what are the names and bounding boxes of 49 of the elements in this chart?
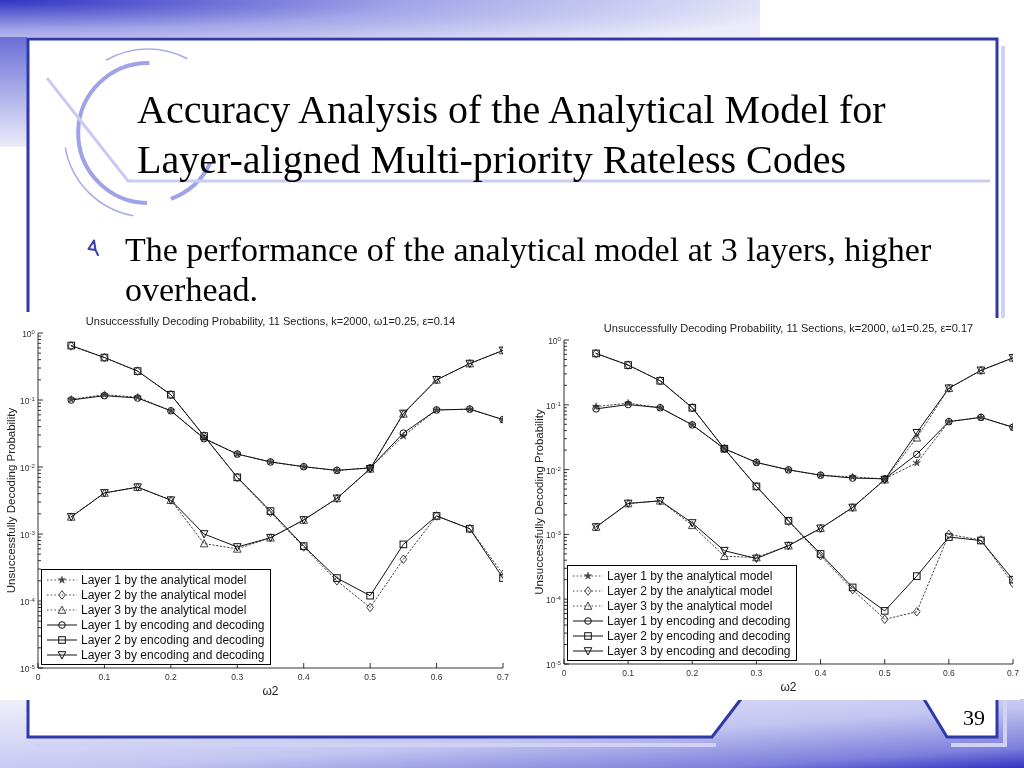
y-axis-title: Unsuccessfully Decoding Probability — [5, 407, 17, 594]
y-tick-label: 10$^{-1}$ — [20, 394, 36, 406]
x-axis-title: ω2 — [262, 684, 279, 698]
x-tick-label: 0.7 — [1007, 668, 1020, 678]
x-tick-label: 0.2 — [686, 668, 699, 678]
text: Accuracy Analysis of the Analytical Model for Layer-aligned Multi-priority Rateless Codes — [137, 86, 887, 184]
x-tick-label: 0.6 — [430, 672, 443, 682]
y-tick-label: 10$^{-2}$ — [20, 461, 36, 473]
x-tick-label: 0.1 — [98, 672, 111, 682]
y-tick-label: 10$^{-4}$ — [20, 595, 36, 607]
x-tick-label: 0.5 — [878, 668, 891, 678]
x-tick-label: 0.4 — [814, 668, 827, 678]
x-tick-label: 0.7 — [497, 672, 510, 682]
legend-label: Layer 1 by the analytical model — [81, 572, 247, 587]
y-tick-label: 10$^{-3}$ — [20, 528, 36, 540]
x-axis-title: ω2 — [780, 680, 797, 694]
legend-label: Layer 3 by the analytical model — [607, 598, 773, 613]
text: 39 — [962, 705, 986, 731]
y-tick-label: 10$^{-4}$ — [546, 593, 562, 606]
x-tick-label: 0.3 — [231, 672, 244, 682]
y-tick-label: 10$^{0}$ — [548, 334, 562, 346]
legend-label: Layer 2 by encoding and decoding — [607, 628, 791, 643]
y-tick-label: 10$^{-5}$ — [20, 662, 36, 674]
chart-title: Unsuccessfully Decoding Probability, 11 Sections, k=2000, ω1=0.25, ε=0.14 — [84, 314, 457, 328]
x-tick-label: 0.6 — [942, 668, 956, 678]
x-tick-label: 0 — [561, 668, 567, 678]
x-tick-label: 0.5 — [364, 672, 377, 682]
legend-label: Layer 3 by encoding and decoding — [81, 647, 265, 662]
y-tick-label: 10$^{-2}$ — [546, 464, 562, 476]
chart-title: Unsuccessfully Decoding Probability, 11 Sections, k=2000, ω1=0.25, ε=0.17 — [602, 321, 975, 335]
legend-label: Layer 3 by encoding and decoding — [607, 643, 791, 658]
legend-label: Layer 2 by encoding and decoding — [81, 632, 265, 647]
x-tick-label: 0.3 — [750, 668, 763, 678]
legend-label: Layer 1 by encoding and decoding — [81, 617, 265, 632]
x-tick-label: 0.4 — [297, 672, 310, 682]
y-tick-label: 10$^{-1}$ — [546, 399, 562, 411]
legend-label: Layer 1 by the analytical model — [607, 568, 773, 583]
y-tick-label: 10$^{0}$ — [22, 327, 36, 339]
legend-label: Layer 3 by the analytical model — [81, 602, 247, 617]
y-tick-label: 10$^{-3}$ — [546, 528, 562, 541]
legend-label: Layer 2 by the analytical model — [607, 583, 773, 598]
legend-label: Layer 1 by encoding and decoding — [607, 613, 791, 628]
x-tick-label: 0.1 — [622, 668, 635, 678]
legend-label: Layer 2 by the analytical model — [81, 587, 247, 602]
text: The performance of the analytical model at 3 layers, higher overhead. — [125, 230, 933, 310]
y-tick-label: 10$^{-5}$ — [546, 658, 562, 670]
y-axis-title: Unsuccessfully Decoding Probability — [533, 409, 545, 595]
x-tick-label: 0.2 — [164, 672, 178, 682]
x-tick-label: 0 — [35, 672, 41, 682]
